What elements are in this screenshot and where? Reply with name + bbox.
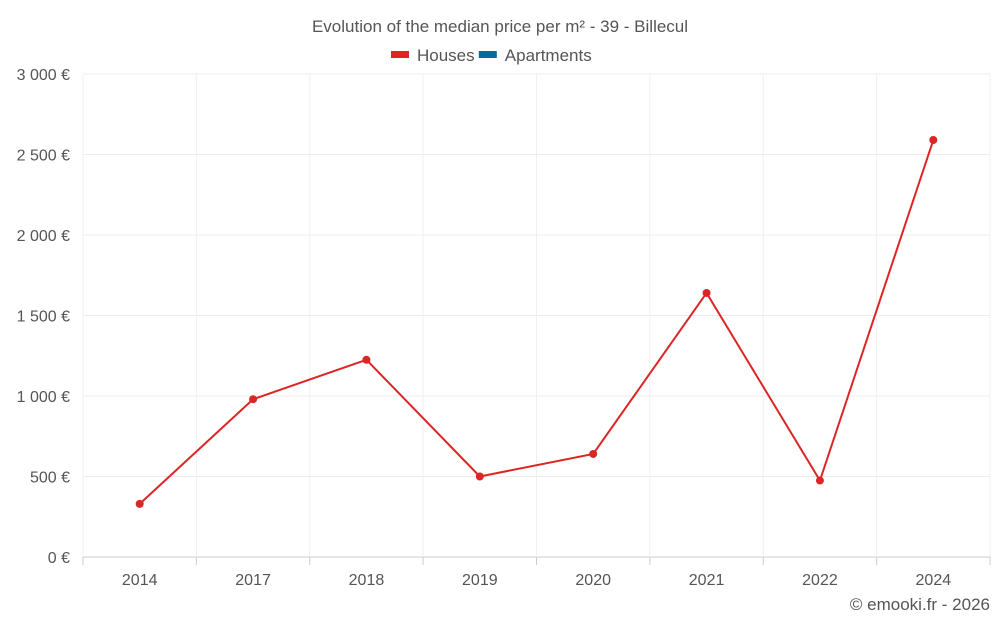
legend-label-houses: Houses	[417, 46, 475, 65]
x-tick-label: 2020	[575, 572, 611, 589]
x-tick-label: 2019	[462, 572, 498, 589]
x-tick-label: 2022	[802, 572, 838, 589]
y-tick-label: 0 €	[48, 550, 70, 567]
data-point-2017	[249, 395, 258, 404]
y-tick-label: 3 000 €	[17, 67, 70, 84]
data-point-2024	[929, 136, 938, 145]
chart-title: Evolution of the median price per m² - 3…	[312, 17, 688, 36]
series-line-houses	[139, 139, 935, 505]
y-tick-label: 2 000 €	[17, 228, 70, 245]
grid	[82, 73, 991, 558]
x-tick-label: 2018	[349, 572, 385, 589]
data-point-2022	[815, 476, 824, 485]
plot-area	[135, 136, 938, 508]
legend-swatch-apartments	[478, 51, 497, 58]
x-tick-label: 2024	[916, 572, 952, 589]
y-tick-label: 2 500 €	[17, 148, 70, 165]
data-point-2020	[589, 449, 598, 458]
legend-swatch-houses	[391, 51, 409, 58]
x-tick-label: 2014	[122, 572, 158, 589]
data-point-2019	[475, 472, 484, 481]
data-point-2018	[362, 355, 371, 364]
credit: © emooki.fr - 2026	[850, 595, 990, 614]
data-point-2021	[702, 288, 711, 297]
y-tick-label: 500 €	[30, 470, 70, 487]
axes: 0 € 500 € 1 000 € 1 500 € 2 000 € 2 500 € 3 00…	[17, 67, 991, 589]
legend: Houses Apartments	[391, 46, 592, 65]
x-tick-label: 2021	[689, 572, 725, 589]
data-point-2014	[135, 499, 144, 508]
y-tick-label: 1 500 €	[17, 309, 70, 326]
y-tick-label: 1 000 €	[17, 389, 70, 406]
legend-label-apartments: Apartments	[505, 46, 592, 65]
x-tick-label: 2017	[235, 572, 271, 589]
